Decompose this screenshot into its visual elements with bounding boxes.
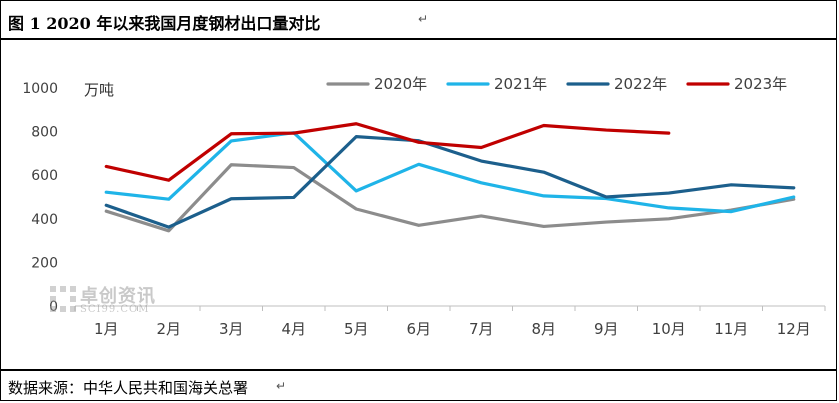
x-tick-label: 7月 [469,320,494,338]
paragraph-mark-icon: ↵ [276,379,287,393]
source-bar: 数据来源：中华人民共和国海关总署 ↵ [0,369,837,401]
x-tick-label: 8月 [531,320,556,338]
series-line-2021年 [104,131,796,214]
figure-title: 图 1 2020 年以来我国月度钢材出口量对比 [8,14,321,33]
series-lines [104,122,796,233]
y-unit-label: 万吨 [84,81,114,99]
x-tick-label: 10月 [652,320,686,338]
legend-label: 2022年 [614,75,667,93]
x-tick-label: 6月 [406,320,431,338]
x-tick-label: 12月 [777,320,811,338]
watermark-grid-icon [50,286,76,312]
x-tick-label: 5月 [344,320,369,338]
legend-label: 2020年 [374,75,427,93]
x-tick-label: 9月 [594,320,619,338]
y-tick-label: 800 [31,125,58,141]
series-line-2023年 [104,122,671,182]
legend-label: 2021年 [494,75,547,93]
x-tick-label: 11月 [714,320,748,338]
x-tick-label: 4月 [281,320,306,338]
y-tick-label: 1000 [22,81,58,97]
watermark-text: 卓创资讯 [80,286,156,307]
y-tick-label: 200 [31,255,58,271]
x-tick-label: 3月 [219,320,244,338]
line-chart: 02004006008001000 1月2月3月4月5月6月7月8月9月10月1… [22,75,826,338]
y-axis: 0 200 400 600 800 1000 [22,81,58,315]
y-tick-label: 400 [31,212,58,228]
paragraph-mark-icon: ↵ [418,12,429,26]
watermark-logo: 卓创资讯 SCI99.COM [50,282,210,322]
x-axis: 1月 2月 3月 4月 5月 6月 7月 8月 9月 10月 11月 12月 [74,305,826,338]
y-tick-label: 0 [49,299,58,315]
series-line-2020年 [104,163,796,233]
legend: 2020年 2021年 2022年 2023年 [326,75,787,93]
series-line-2022年 [104,135,796,229]
watermark-subtext: SCI99.COM [80,304,150,315]
title-bar: 图 1 2020 年以来我国月度钢材出口量对比 ↵ [0,0,837,40]
x-tick-label: 2月 [156,320,181,338]
y-tick-label: 600 [31,168,58,184]
source-note: 数据来源：中华人民共和国海关总署 [8,379,249,397]
x-tick-label: 1月 [94,320,119,338]
legend-label: 2023年 [734,75,787,93]
